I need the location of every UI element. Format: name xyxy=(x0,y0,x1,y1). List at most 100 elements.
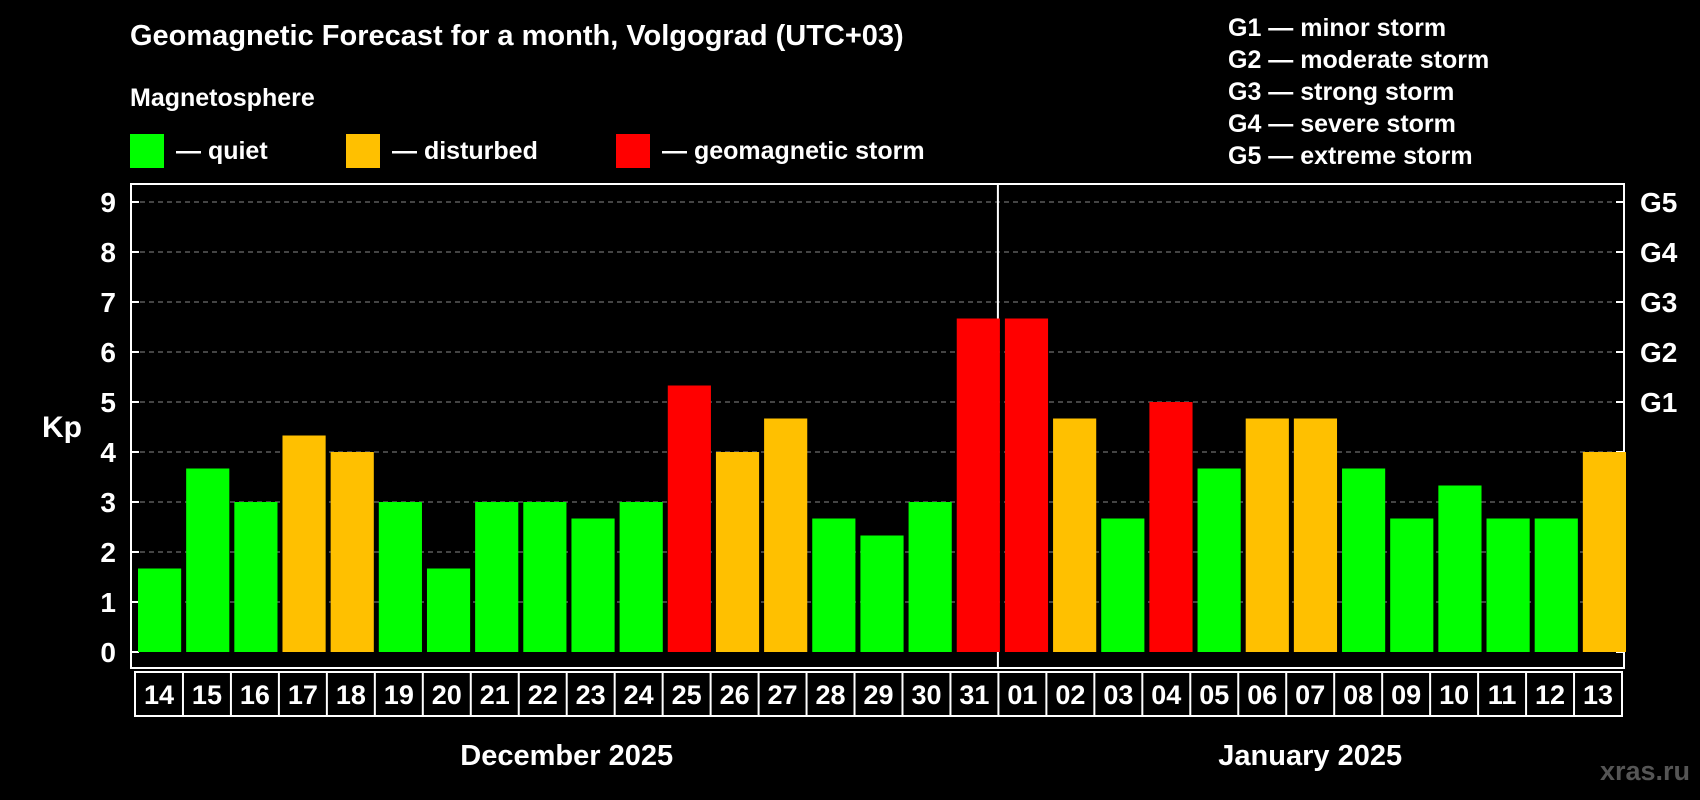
kp-bar xyxy=(619,502,663,652)
kp-bar xyxy=(1101,518,1145,652)
x-tick-label: 15 xyxy=(192,680,222,710)
x-tick-label: 25 xyxy=(672,680,702,710)
kp-bar xyxy=(1534,518,1578,652)
x-tick-label: 08 xyxy=(1343,680,1373,710)
storm-level-label: G1 xyxy=(1640,387,1677,418)
kp-bar xyxy=(1390,518,1434,652)
legend-item-storm: — geomagnetic storm xyxy=(616,134,925,168)
x-tick-label: 07 xyxy=(1295,680,1325,710)
y-tick-label: 4 xyxy=(100,437,116,468)
x-tick-label: 20 xyxy=(432,680,462,710)
scale-g5: G5 — extreme storm xyxy=(1228,142,1473,170)
kp-bar xyxy=(234,502,278,652)
legend-item-disturbed: — disturbed xyxy=(346,134,538,168)
y-tick-label: 3 xyxy=(100,487,116,518)
kp-bar xyxy=(1342,468,1386,652)
scale-g2: G2 — moderate storm xyxy=(1228,46,1490,74)
legend-label-storm: — geomagnetic storm xyxy=(662,136,925,165)
scale-g1: G1 — minor storm xyxy=(1228,14,1447,42)
y-tick-label: 1 xyxy=(100,587,116,618)
storm-level-label: G3 xyxy=(1640,287,1677,318)
quiet-swatch xyxy=(130,134,164,168)
kp-bar xyxy=(282,435,326,652)
x-tick-label: 06 xyxy=(1247,680,1277,710)
x-tick-label: 13 xyxy=(1583,680,1613,710)
x-tick-label: 22 xyxy=(528,680,558,710)
y-tick-label: 5 xyxy=(100,387,116,418)
chart-title: Geomagnetic Forecast for a month, Volgog… xyxy=(130,20,904,52)
x-tick-label: 26 xyxy=(720,680,750,710)
scale-g3: G3 — strong storm xyxy=(1228,78,1455,106)
x-tick-label: 09 xyxy=(1391,680,1421,710)
kp-bar xyxy=(1293,418,1338,652)
x-tick-label: 27 xyxy=(768,680,798,710)
x-tick-label: 21 xyxy=(480,680,510,710)
x-tick-label: 11 xyxy=(1488,680,1517,710)
disturbed-swatch xyxy=(346,134,380,168)
x-tick-label: 12 xyxy=(1535,680,1565,710)
kp-bar xyxy=(667,385,711,652)
kp-bar xyxy=(330,452,374,652)
y-tick-label: 9 xyxy=(100,187,116,218)
y-tick-label: 6 xyxy=(100,337,116,368)
kp-bar xyxy=(812,518,856,652)
x-tick-label: 29 xyxy=(863,680,893,710)
x-tick-label: 19 xyxy=(384,680,414,710)
x-tick-label: 14 xyxy=(144,680,174,710)
y-tick-label: 8 xyxy=(100,237,116,268)
x-tick-label: 05 xyxy=(1199,680,1229,710)
x-tick-label: 04 xyxy=(1151,680,1181,710)
legend-item-quiet: — quiet xyxy=(130,134,268,168)
x-tick-label: 31 xyxy=(959,680,989,710)
x-tick-label: 23 xyxy=(576,680,606,710)
y-axis-label: Kp xyxy=(42,411,82,444)
kp-bar xyxy=(1582,452,1626,652)
x-tick-label: 18 xyxy=(336,680,366,710)
storm-level-label: G4 xyxy=(1640,237,1678,268)
x-tick-label: 28 xyxy=(816,680,846,710)
x-tick-label: 10 xyxy=(1439,680,1469,710)
kp-bar xyxy=(764,418,808,652)
x-tick-label: 16 xyxy=(240,680,270,710)
kp-bar xyxy=(956,318,1000,652)
kp-bar xyxy=(860,535,904,652)
x-tick-label: 02 xyxy=(1055,680,1085,710)
x-tick-label: 17 xyxy=(288,680,318,710)
kp-bar xyxy=(1438,485,1482,652)
category-box-frame xyxy=(134,671,1623,717)
kp-bar xyxy=(1245,418,1289,652)
storm-swatch xyxy=(616,134,650,168)
watermark: xras.ru xyxy=(1599,756,1690,786)
plot-frame xyxy=(130,183,1625,669)
kp-bar xyxy=(1197,468,1241,652)
kp-bar xyxy=(426,568,471,652)
x-tick-label: 24 xyxy=(624,680,654,710)
kp-bar xyxy=(571,518,615,652)
x-tick-label: 30 xyxy=(911,680,941,710)
month-label: January 2025 xyxy=(1218,740,1402,772)
x-tick-label: 03 xyxy=(1103,680,1133,710)
y-tick-label: 2 xyxy=(100,537,116,568)
month-label: December 2025 xyxy=(460,740,673,772)
kp-bar xyxy=(186,468,230,652)
kp-bar xyxy=(1004,318,1049,652)
kp-bar xyxy=(1486,518,1530,652)
legend-label-disturbed: — disturbed xyxy=(392,136,538,165)
kp-bar xyxy=(138,568,182,652)
legend-label-quiet: — quiet xyxy=(176,136,268,165)
kp-bar xyxy=(1053,418,1097,652)
kp-bar xyxy=(523,502,567,652)
kp-bar xyxy=(908,502,952,652)
scale-g4: G4 — severe storm xyxy=(1228,110,1456,138)
kp-bar xyxy=(378,502,422,652)
kp-bar xyxy=(475,502,519,652)
x-tick-label: 01 xyxy=(1007,680,1037,710)
legend-title: Magnetosphere xyxy=(130,84,315,112)
y-tick-label: 0 xyxy=(100,637,116,668)
kp-bar xyxy=(1149,402,1193,652)
y-tick-label: 7 xyxy=(100,287,116,318)
kp-bar xyxy=(715,452,760,652)
storm-level-label: G5 xyxy=(1640,187,1677,218)
storm-level-label: G2 xyxy=(1640,337,1677,368)
